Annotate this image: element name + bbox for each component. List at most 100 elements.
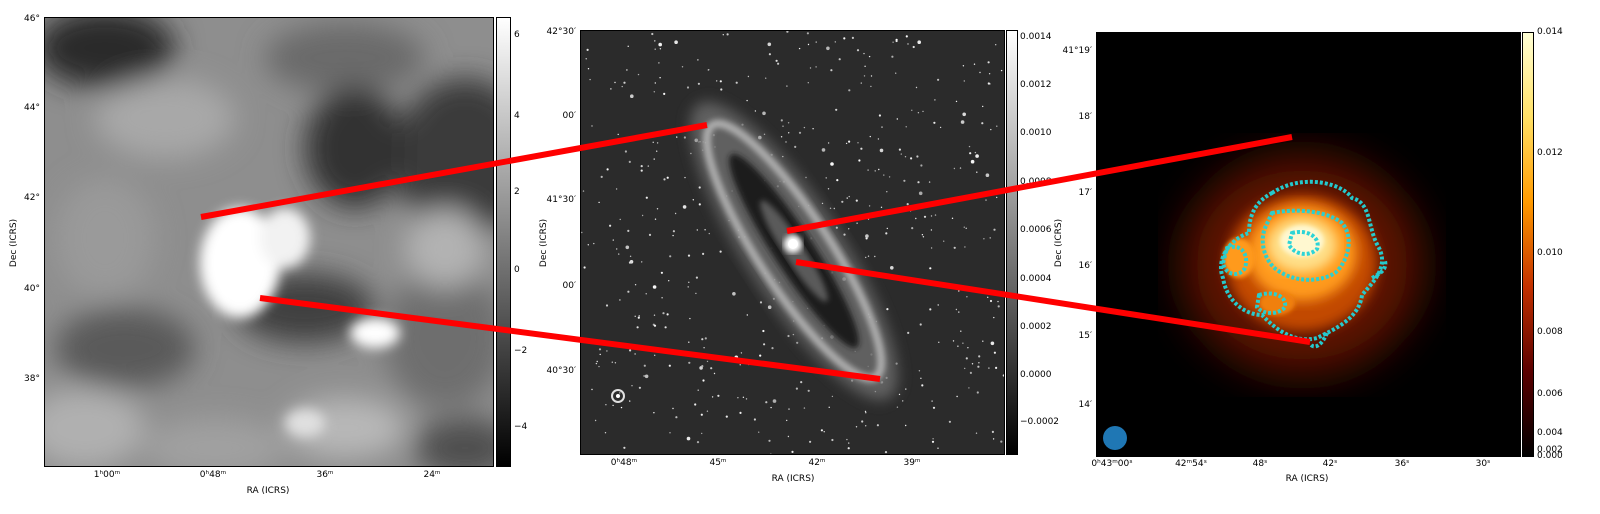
panel2-star [668, 364, 671, 367]
panel2-star [704, 229, 706, 231]
panel2-star [610, 88, 612, 90]
panel2-colorbar-tick: 0.0012 [1020, 80, 1052, 90]
panel2-star [865, 256, 867, 259]
panel2-star [964, 246, 966, 248]
panel2-star [740, 352, 743, 354]
panel2-star [683, 136, 686, 139]
panel3-colorbar-tick: 0.000 [1537, 451, 1563, 461]
panel2-star [857, 142, 859, 144]
panel3-ylabel: Dec (ICRS) [1054, 218, 1065, 268]
panel2-star [763, 133, 766, 135]
panel2-star [698, 186, 701, 189]
panel2-star [652, 285, 657, 289]
panel2-star [654, 218, 657, 220]
panel2-star [956, 395, 958, 398]
panel2-xtick: 42ᵐ [808, 458, 826, 468]
panel2-star [620, 406, 623, 409]
panel3-xlabel: RA (ICRS) [1285, 474, 1329, 484]
panel2-star [968, 145, 971, 148]
panel2-star [917, 40, 921, 44]
panel2-star [864, 410, 867, 413]
panel2-star [987, 61, 990, 64]
panel2-star [922, 236, 925, 238]
panel2-star [656, 208, 659, 210]
panel2-star [634, 284, 637, 286]
panel2-star [747, 75, 750, 78]
panel2-star [957, 345, 959, 347]
panel2-star [702, 252, 705, 255]
panel2-star [931, 400, 933, 402]
panel1-image [44, 17, 494, 467]
panel2-star [1000, 69, 1003, 72]
panel2-star [688, 341, 690, 343]
panel2-star [976, 391, 979, 394]
panel2-star [787, 334, 790, 338]
panel2-star [786, 31, 789, 33]
panel2-star [661, 297, 663, 299]
panel3-colorbar-tick: 0.002 [1537, 445, 1563, 455]
panel2-xlabel: RA (ICRS) [771, 474, 815, 484]
panel3-colorbar-tick: 0.010 [1537, 248, 1563, 258]
panel2-star [746, 314, 748, 316]
panel3-colorbar [1522, 32, 1534, 457]
panel2-star [963, 80, 965, 82]
panel2-star [581, 231, 583, 234]
panel2-star [823, 431, 825, 433]
panel2-star [863, 52, 865, 55]
panel2-star [918, 205, 921, 208]
panel2-star [745, 398, 748, 400]
panel2-star [938, 341, 940, 343]
panel1-xtick: 24ᵐ [423, 470, 441, 480]
panel2-star [762, 111, 766, 116]
panel2-star [807, 43, 810, 46]
panel2-star [775, 59, 778, 62]
panel2-star [959, 167, 962, 169]
panel2-star [867, 255, 870, 257]
panel2-star [663, 178, 666, 181]
panel2-star [628, 261, 632, 264]
panel3-ytick: 14′ [1078, 400, 1093, 410]
panel2-star [604, 432, 607, 434]
panel2-star [686, 86, 690, 89]
panel2-star [902, 400, 904, 402]
panel2-star [974, 151, 977, 154]
panel2-star [809, 67, 812, 69]
panel2-colorbar [1006, 30, 1018, 455]
panel2-star [651, 32, 654, 36]
panel2-star [770, 406, 772, 409]
panel2-star [627, 45, 629, 47]
panel2-star [856, 49, 860, 52]
panel2-star [830, 69, 833, 72]
panel2-star [659, 48, 662, 50]
panel2-star [585, 58, 587, 60]
panel2-star [666, 313, 669, 316]
panel2-star [910, 157, 913, 160]
panel2-colorbar-tick: −0.0002 [1020, 417, 1060, 427]
panel2-star [821, 202, 824, 205]
panel3-xtick: 42ˢ [1322, 459, 1338, 469]
panel2-star [937, 304, 939, 306]
panel2-star [962, 65, 965, 67]
panel2-star [796, 341, 799, 344]
panel2-ylabel: Dec (ICRS) [539, 218, 550, 268]
panel2-xtick: 0ʰ48ᵐ [610, 458, 638, 468]
panel2-star [891, 55, 894, 58]
panel2-star [939, 126, 942, 129]
panel3-xtick: 48ˢ [1252, 459, 1268, 469]
panel2-star [932, 438, 934, 440]
panel2-star [720, 88, 723, 91]
panel2-star [921, 234, 924, 236]
panel2-star [896, 406, 899, 408]
panel2-star [937, 447, 939, 449]
panel2-star [675, 416, 678, 419]
panel2-star [637, 73, 640, 76]
panel2-star [629, 349, 632, 352]
panel2-star [847, 447, 850, 450]
panel2-star [907, 43, 909, 45]
panel2-star [777, 62, 780, 65]
panel2-star [672, 407, 674, 410]
panel2-star [848, 140, 851, 143]
panel2-star [586, 48, 589, 51]
panel2-star [884, 451, 888, 454]
panel1-xlabel: RA (ICRS) [246, 486, 290, 496]
